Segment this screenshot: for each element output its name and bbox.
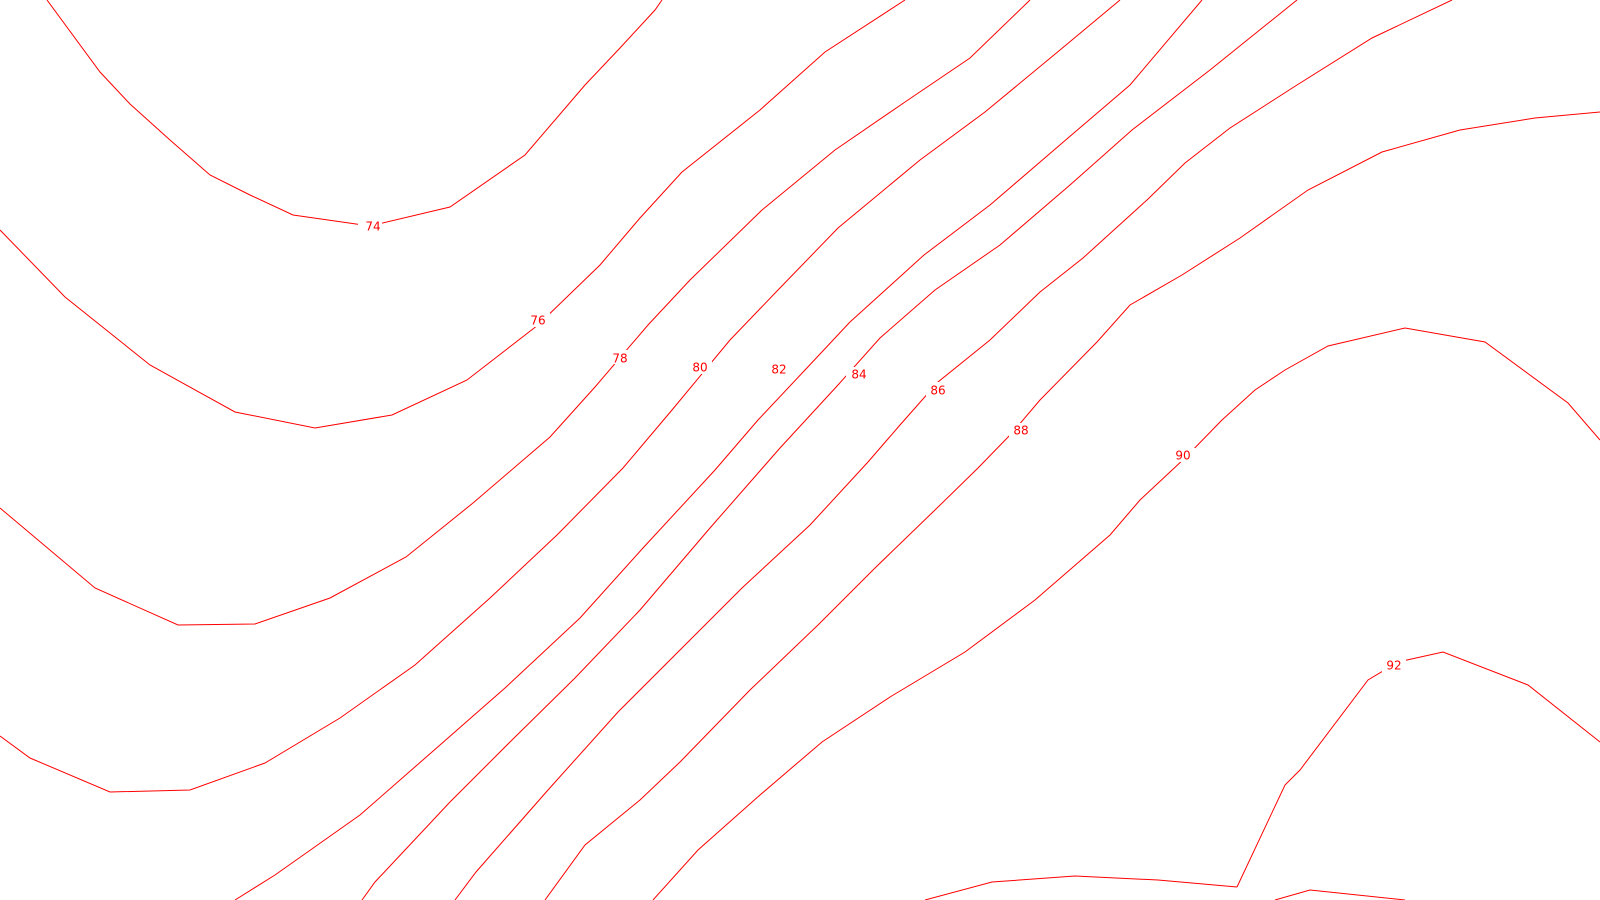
contour-label-78: 78 [612,352,627,366]
contour-label-76: 76 [530,314,545,328]
contour-line-78 [0,0,1031,626]
contour-line-76 [0,0,906,429]
contour-label-86: 86 [930,384,945,398]
contour-line-84 [361,0,1298,900]
contour-label-84: 84 [851,368,866,382]
contour-line-90 [652,327,1600,900]
contour-line-74 [46,0,663,227]
contour-line-80 [0,0,1121,793]
contour-line-88 [544,111,1600,900]
contour-label-88: 88 [1013,424,1028,438]
contour-label-90: 90 [1175,449,1190,463]
contour-label-74: 74 [365,220,380,234]
contour-label-80: 80 [692,361,707,375]
contour-labels: 74 76 78 80 82 84 86 88 90 92 [358,218,1406,673]
contour-label-92: 92 [1386,659,1401,673]
contour-line-92-south [924,875,1238,900]
contour-line-82 [234,0,1203,900]
contour-line-92-south-east [1274,889,1406,900]
contour-label-82: 82 [771,363,786,377]
